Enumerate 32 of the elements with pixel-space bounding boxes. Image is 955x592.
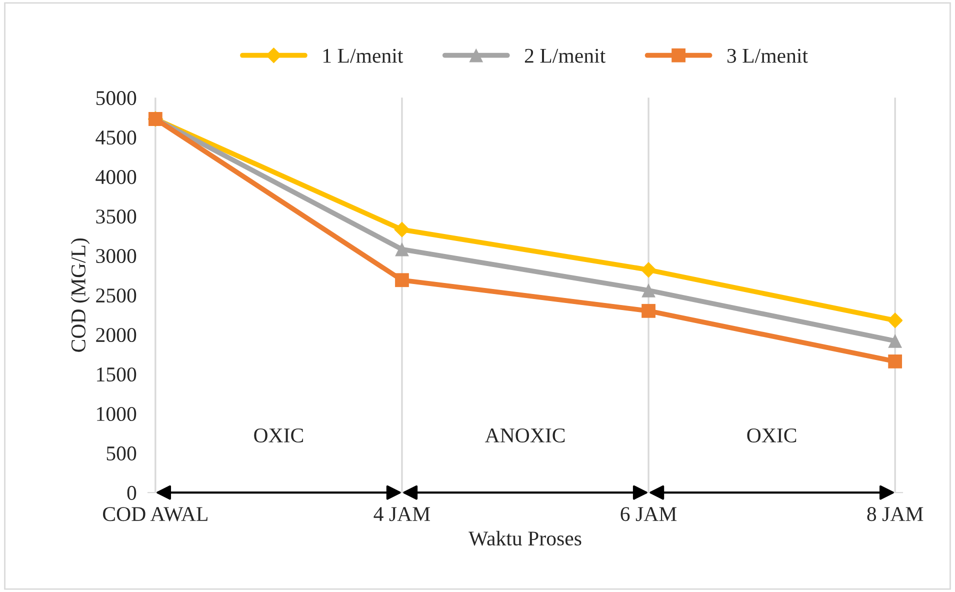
y-tick-label: 2500 <box>96 288 136 303</box>
legend-label: 2 L/menit <box>524 48 606 63</box>
x-tick-label: 6 JAM <box>620 507 677 522</box>
y-tick-label: 500 <box>106 446 136 460</box>
point <box>640 262 656 278</box>
y-axis-title: COD (MG/L) <box>70 238 90 352</box>
x-tick-label: COD AWAL <box>103 507 208 522</box>
point <box>887 312 902 328</box>
x-tick-label: 4 JAM <box>374 507 430 522</box>
y-tick-label: 5000 <box>96 91 136 106</box>
point <box>888 354 902 368</box>
y-tick-label: 1000 <box>97 406 136 422</box>
y-tick-label: 3500 <box>96 210 136 224</box>
annotation: OXIC <box>747 428 796 442</box>
annotation: ANOXIC <box>484 428 565 442</box>
legend-label: 1 L/menit <box>323 48 404 63</box>
point <box>888 334 902 348</box>
y-tick-label: 4000 <box>96 170 136 184</box>
point <box>395 242 409 256</box>
x-axis-title: Waktu Proses <box>468 530 582 546</box>
y-tick-label: 2000 <box>96 328 136 342</box>
y-tick-label: 4500 <box>96 130 136 145</box>
y-tick-label: 3000 <box>96 249 136 264</box>
y-tick-label: 0 <box>127 486 136 500</box>
x-tick-label: 8 JAM <box>867 507 924 522</box>
point <box>395 273 409 288</box>
point <box>642 283 656 298</box>
annotation: OXIC <box>254 428 304 442</box>
legend-label: 3 L/menit <box>727 48 808 63</box>
point <box>642 304 656 318</box>
point <box>394 222 410 238</box>
y-tick-label: 1500 <box>97 367 136 382</box>
